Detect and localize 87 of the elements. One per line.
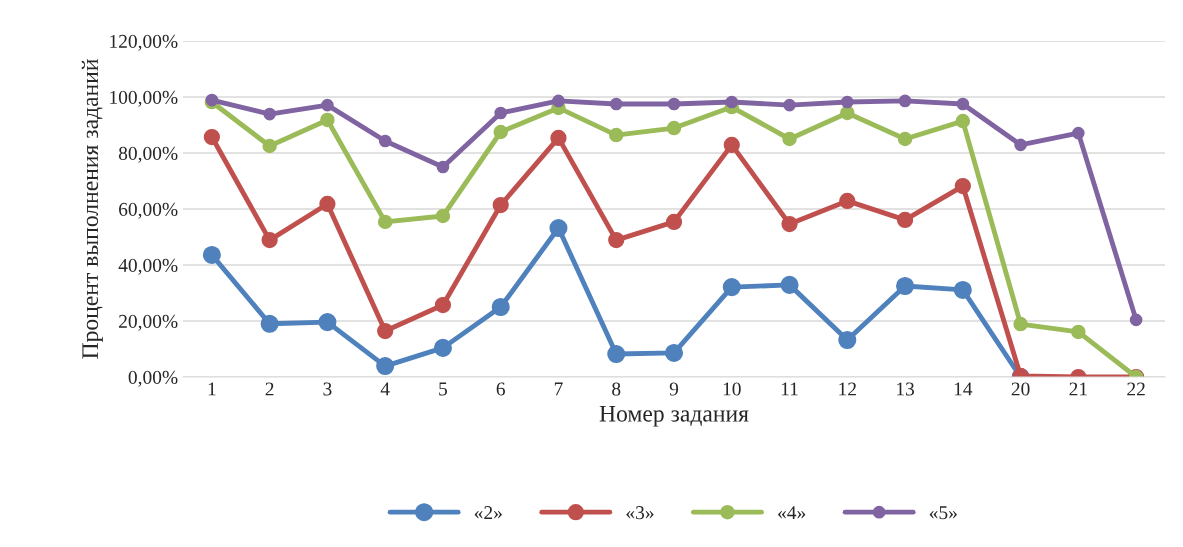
x-tick-label: 22 <box>1127 382 1145 396</box>
legend-label: «5» <box>929 506 957 520</box>
point <box>725 95 739 109</box>
point <box>436 160 450 174</box>
x-tick-label: 10 <box>723 382 741 396</box>
point <box>263 107 276 121</box>
y-axis-title: Процент выполнения заданий <box>81 59 103 359</box>
point <box>260 314 279 333</box>
point <box>838 331 857 350</box>
point <box>781 215 798 233</box>
point <box>1071 324 1086 340</box>
legend-label: «4» <box>778 506 806 519</box>
point <box>780 275 799 294</box>
point <box>491 297 510 317</box>
point <box>203 128 221 146</box>
point <box>608 231 625 249</box>
point <box>896 276 915 296</box>
legend-label: «2» <box>474 506 502 519</box>
point <box>549 219 568 238</box>
y-tick-label: 40,00% <box>118 258 178 275</box>
point <box>665 213 683 231</box>
point <box>896 211 914 229</box>
y-tick-label: 80,00% <box>118 146 178 163</box>
point <box>839 192 856 210</box>
point <box>377 322 394 340</box>
y-tick-label: 100,00% <box>110 90 178 107</box>
point <box>1129 313 1143 327</box>
point <box>493 124 508 140</box>
x-tick-label: 2 <box>265 382 274 396</box>
point <box>321 98 334 112</box>
point <box>897 131 913 147</box>
point <box>262 138 277 154</box>
legend-label: «3» <box>626 506 654 520</box>
point <box>664 343 684 362</box>
x-tick-label: 6 <box>496 382 505 396</box>
point <box>898 94 912 108</box>
point <box>435 208 451 224</box>
point <box>494 106 508 120</box>
point <box>377 214 393 230</box>
point <box>1013 316 1028 332</box>
point <box>320 112 335 128</box>
point <box>319 195 336 213</box>
point <box>261 231 278 249</box>
point <box>954 177 971 195</box>
point <box>955 113 971 129</box>
point <box>492 196 509 214</box>
point <box>783 98 796 112</box>
point <box>953 280 972 299</box>
point <box>550 129 567 147</box>
point <box>609 127 624 143</box>
point <box>840 95 854 109</box>
point <box>840 105 855 121</box>
x-tick-label: 9 <box>669 382 679 396</box>
point <box>782 131 797 147</box>
y-tick-label: 20,00% <box>119 314 178 331</box>
point <box>378 134 392 148</box>
point <box>1014 138 1027 152</box>
point <box>722 278 741 297</box>
x-tick-label: 1 <box>208 382 216 396</box>
x-tick-label: 5 <box>439 382 448 396</box>
y-tick-label: 60,00% <box>119 202 178 219</box>
x-tick-label: 12 <box>839 382 856 396</box>
x-tick-label: 7 <box>554 382 563 396</box>
x-axis-title: Номер задания <box>599 405 749 427</box>
point <box>202 245 221 264</box>
x-tick-label: 20 <box>1011 382 1030 396</box>
point <box>667 97 681 111</box>
y-tick-label: 0,00% <box>128 370 178 387</box>
point <box>607 345 626 364</box>
point <box>666 120 682 136</box>
point <box>434 296 452 314</box>
point <box>552 94 565 108</box>
x-tick-label: 21 <box>1069 382 1087 396</box>
x-tick-label: 3 <box>323 382 332 396</box>
point <box>723 136 740 154</box>
x-tick-label: 4 <box>380 382 390 396</box>
point <box>376 357 395 376</box>
x-tick-label: 11 <box>781 382 798 396</box>
x-tick-label: 8 <box>612 382 621 396</box>
x-tick-label: 14 <box>954 382 973 396</box>
point <box>318 313 337 332</box>
point <box>1072 126 1085 140</box>
point <box>956 97 970 111</box>
point <box>609 97 623 111</box>
y-tick-label: 120,00% <box>110 34 178 51</box>
point <box>433 338 452 357</box>
x-tick-label: 13 <box>897 382 915 396</box>
